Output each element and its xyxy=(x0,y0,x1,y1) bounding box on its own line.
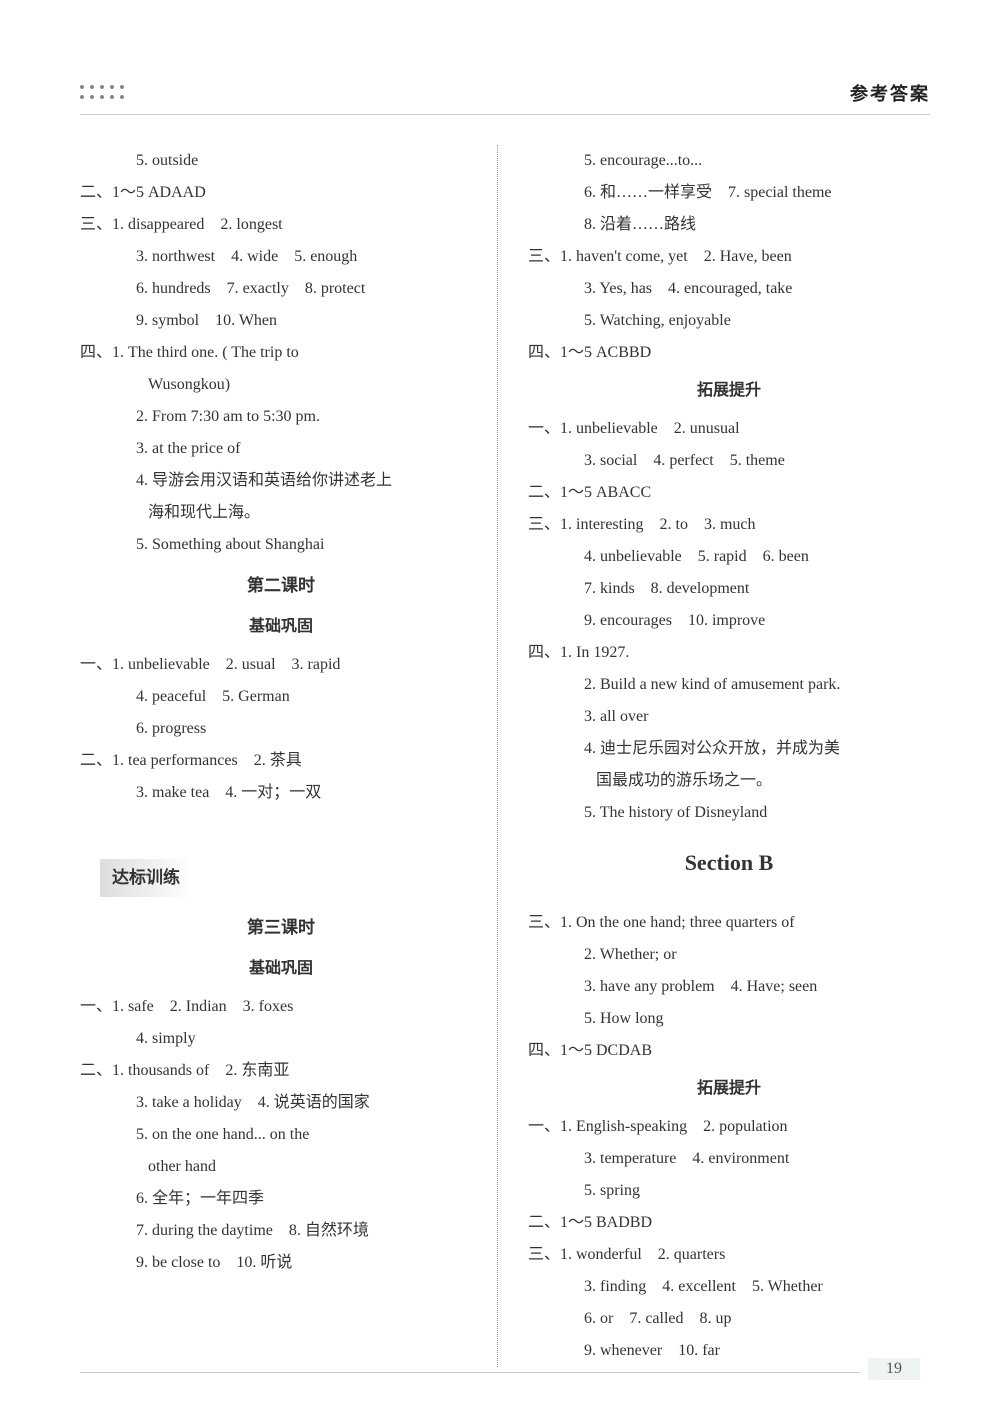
answer-line: 海和现代上海。 xyxy=(80,497,482,529)
answer-line: 6. progress xyxy=(80,713,482,745)
answer-line: 5. Watching, enjoyable xyxy=(528,305,930,337)
answer-line: 5. How long xyxy=(528,1003,930,1035)
left-column: 5. outside 二、1～5 ADAAD 三、1. disappeared … xyxy=(80,145,498,1367)
answer-line: 5. Something about Shanghai xyxy=(80,529,482,561)
answer-line: 4. peaceful 5. German xyxy=(80,681,482,713)
answer-line: Wusongkou) xyxy=(80,369,482,401)
answer-line: 2. Build a new kind of amusement park. xyxy=(528,669,930,701)
answer-line: 4. 迪士尼乐园对公众开放，并成为美 xyxy=(528,733,930,765)
answer-line: 3. northwest 4. wide 5. enough xyxy=(80,241,482,273)
answer-line: 一、1. unbelievable 2. usual 3. rapid xyxy=(80,649,482,681)
answer-line: 三、1. haven't come, yet 2. Have, been xyxy=(528,241,930,273)
right-column: 5. encourage...to... 6. 和……一样享受 7. speci… xyxy=(518,145,930,1367)
answer-line: 5. on the one hand... on the xyxy=(80,1119,482,1151)
answer-line: 一、1. unbelievable 2. unusual xyxy=(528,413,930,445)
answer-line: 6. 全年；一年四季 xyxy=(80,1183,482,1215)
answer-line: other hand xyxy=(80,1151,482,1183)
section-heading: 基础巩固 xyxy=(80,611,482,643)
answer-line: 一、1. English-speaking 2. population xyxy=(528,1111,930,1143)
answer-line: 四、1～5 DCDAB xyxy=(528,1035,930,1067)
answer-line: 三、1. disappeared 2. longest xyxy=(80,209,482,241)
answer-line: 9. symbol 10. When xyxy=(80,305,482,337)
answer-line: 2. Whether; or xyxy=(528,939,930,971)
answer-line: 3. at the price of xyxy=(80,433,482,465)
answer-line: 5. The history of Disneyland xyxy=(528,797,930,829)
answer-line: 6. 和……一样享受 7. special theme xyxy=(528,177,930,209)
section-tag: 达标训练 xyxy=(100,859,192,897)
answer-line: 3. finding 4. excellent 5. Whether xyxy=(528,1271,930,1303)
answer-line: 5. spring xyxy=(528,1175,930,1207)
answer-line: 6. hundreds 7. exactly 8. protect xyxy=(80,273,482,305)
answer-line: 5. outside xyxy=(80,145,482,177)
answer-line: 3. social 4. perfect 5. theme xyxy=(528,445,930,477)
section-heading: 拓展提升 xyxy=(528,1073,930,1105)
answer-line: 四、1～5 ACBBD xyxy=(528,337,930,369)
answer-line: 2. From 7:30 am to 5:30 pm. xyxy=(80,401,482,433)
answer-line: 一、1. safe 2. Indian 3. foxes xyxy=(80,991,482,1023)
answer-line: 国最成功的游乐场之一。 xyxy=(528,765,930,797)
answer-line: 3. temperature 4. environment xyxy=(528,1143,930,1175)
answer-line: 三、1. wonderful 2. quarters xyxy=(528,1239,930,1271)
answer-line: 9. encourages 10. improve xyxy=(528,605,930,637)
header-dots-icon xyxy=(80,85,126,101)
answer-line: 二、1～5 ADAAD xyxy=(80,177,482,209)
section-heading: 拓展提升 xyxy=(528,375,930,407)
answer-line: 6. or 7. called 8. up xyxy=(528,1303,930,1335)
answer-line: 三、1. interesting 2. to 3. much xyxy=(528,509,930,541)
answer-line: 二、1～5 BADBD xyxy=(528,1207,930,1239)
answer-line: 三、1. On the one hand; three quarters of xyxy=(528,907,930,939)
answer-line: 四、1. The third one. ( The trip to xyxy=(80,337,482,369)
answer-line: 二、1. tea performances 2. 茶具 xyxy=(80,745,482,777)
answer-line: 四、1. In 1927. xyxy=(528,637,930,669)
answer-line: 7. kinds 8. development xyxy=(528,573,930,605)
answer-line: 二、1～5 ABACC xyxy=(528,477,930,509)
answer-line: 9. be close to 10. 听说 xyxy=(80,1247,482,1279)
answer-line: 3. have any problem 4. Have; seen xyxy=(528,971,930,1003)
answer-line: 4. 导游会用汉语和英语给你讲述老上 xyxy=(80,465,482,497)
page-number: 19 xyxy=(868,1358,920,1380)
lesson-heading: 第二课时 xyxy=(80,569,482,603)
lesson-heading: 第三课时 xyxy=(80,911,482,945)
content-columns: 5. outside 二、1～5 ADAAD 三、1. disappeared … xyxy=(80,145,930,1367)
answer-line: 4. unbelievable 5. rapid 6. been xyxy=(528,541,930,573)
answer-line: 二、1. thousands of 2. 东南亚 xyxy=(80,1055,482,1087)
section-b-title: Section B xyxy=(528,841,930,885)
answer-line: 3. Yes, has 4. encouraged, take xyxy=(528,273,930,305)
section-heading: 基础巩固 xyxy=(80,953,482,985)
header-title: 参考答案 xyxy=(850,80,930,106)
footer-rule xyxy=(80,1372,860,1373)
answer-line: 7. during the daytime 8. 自然环境 xyxy=(80,1215,482,1247)
answer-line: 3. make tea 4. 一对；一双 xyxy=(80,777,482,809)
answer-line: 5. encourage...to... xyxy=(528,145,930,177)
answer-line: 3. all over xyxy=(528,701,930,733)
page-header: 参考答案 xyxy=(80,80,930,115)
answer-line: 8. 沿着……路线 xyxy=(528,209,930,241)
answer-line: 4. simply xyxy=(80,1023,482,1055)
answer-line: 3. take a holiday 4. 说英语的国家 xyxy=(80,1087,482,1119)
